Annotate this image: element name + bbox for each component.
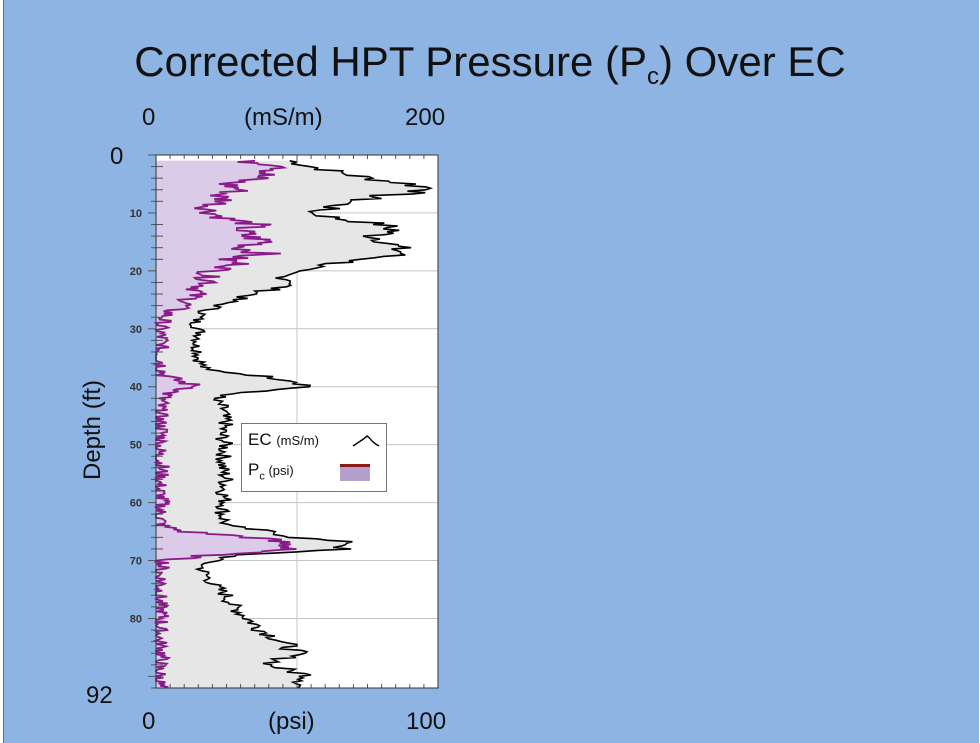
legend-pc-line-swatch [340,464,370,467]
y-tick-label: 10 [130,208,142,220]
legend: EC (mS/m) Pc (psi) [241,423,387,492]
legend-ec-line-swatch [352,435,380,447]
y-tick-label: 50 [130,440,142,452]
title-subscript: c [647,63,660,90]
top-axis-unit-label: (mS/m) [244,104,323,131]
title-end: ) Over EC [659,38,846,85]
ec-area [156,160,431,689]
y-tick-label: 40 [130,382,142,394]
y-tick-label: 60 [130,498,142,510]
legend-pc-fill-swatch [340,467,370,481]
y-axis-top-label: 0 [110,143,124,170]
top-axis-max-label: 200 [405,104,446,131]
y-tick-label: 20 [130,266,142,278]
y-tick-labels: 10 20 30 40 50 60 70 80 [130,208,142,626]
title-main: Corrected HPT Pressure (P [134,38,648,85]
y-axis-bottom-label: 92 [86,682,113,709]
axis-ticks [148,154,439,689]
bottom-axis-max-label: 100 [406,708,447,735]
ec-series-line [188,160,434,689]
y-tick-label: 80 [130,613,142,625]
top-axis-min-label: 0 [142,104,156,131]
legend-pc-label: Pc (psi) [248,460,294,483]
y-tick-label: 70 [130,556,142,568]
legend-ec-label: EC (mS/m) [248,430,319,449]
plot-frame [155,154,439,689]
bottom-axis-min-label: 0 [142,708,156,735]
chart-title: Corrected HPT Pressure (Pc) Over EC [0,38,980,91]
bottom-axis-unit-label: (psi) [268,708,315,735]
y-tick-label: 30 [130,324,142,336]
